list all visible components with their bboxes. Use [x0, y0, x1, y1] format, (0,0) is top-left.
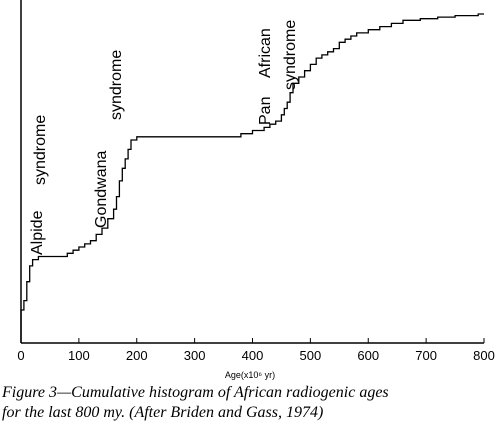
- figure-caption: Figure 3—Cumulative histogram of African…: [2, 383, 498, 423]
- annotation-panafrican-line2: African: [257, 28, 274, 78]
- annotation-panafrican-line1: Pan: [257, 97, 274, 125]
- x-tick-label-300: 300: [184, 348, 206, 363]
- x-tick-label-0: 0: [17, 348, 24, 363]
- x-tick-label-200: 200: [126, 348, 148, 363]
- x-tick-labels: 0 100 200 300 400 500 600 700 800: [17, 348, 494, 363]
- figure-caption-line1: Figure 3—Cumulative histogram of African…: [2, 384, 389, 401]
- figure-caption-line2: for the last 800 my. (After Briden and G…: [2, 404, 324, 421]
- cumulative-step-line: [20, 13, 484, 343]
- annotation-gondwana-line2: syndrome: [108, 50, 125, 120]
- plot-frame: [20, 0, 484, 344]
- x-tick-label-400: 400: [242, 348, 264, 363]
- annotation-alpide-line1: Alpide: [29, 210, 46, 255]
- annotation-alpide-line2: syndrome: [32, 115, 49, 185]
- x-tick-label-600: 600: [357, 348, 379, 363]
- x-tick-label-100: 100: [68, 348, 90, 363]
- x-tick-label-800: 800: [473, 348, 495, 363]
- annotation-panafrican: Pan African syndrome: [257, 20, 299, 125]
- annotation-gondwana: Gondwana syndrome: [93, 50, 125, 228]
- x-tick-label-700: 700: [415, 348, 437, 363]
- x-axis-label: Age(x10⁶ yr): [225, 370, 275, 380]
- annotation-panafrican-line3: syndrome: [282, 20, 299, 90]
- x-tick-label-500: 500: [300, 348, 322, 363]
- annotation-alpide: Alpide syndrome: [29, 115, 49, 255]
- annotation-gondwana-line1: Gondwana: [93, 151, 110, 228]
